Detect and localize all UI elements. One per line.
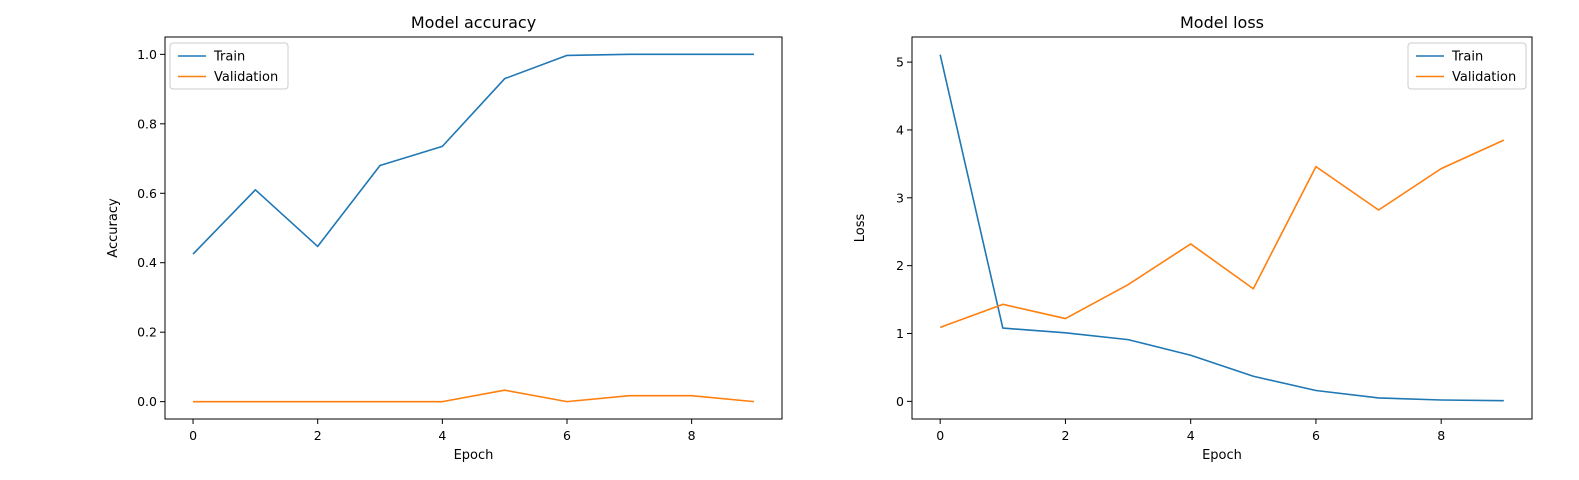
legend: Train Validation (169, 42, 289, 90)
axes-frame (164, 36, 783, 420)
x-tick-label: 6 (1312, 428, 1320, 443)
legend-label-validation: Validation (1452, 70, 1516, 85)
y-tick-label: 1.0 (137, 47, 157, 62)
x-axis-label: Epoch (1202, 448, 1242, 463)
chart-1: 0 2 4 6 8 0 1 2 3 4 5 Model loss Epoch Loss Train Valid… (853, 13, 1533, 463)
chart-title: Model accuracy (411, 13, 536, 32)
y-axis-label: Accuracy (106, 198, 121, 258)
series-line-validation (193, 389, 755, 403)
x-axis-label: Epoch (454, 448, 494, 463)
legend-label-validation: Validation (214, 70, 278, 85)
legend-label-train: Train (1451, 50, 1483, 65)
x-tick-label: 4 (438, 428, 446, 443)
series-line-train (939, 54, 1504, 402)
x-tick-label: 8 (1437, 428, 1445, 443)
legend-box (1407, 42, 1527, 90)
series-line-validation (939, 139, 1505, 329)
y-tick-label: 1 (896, 326, 904, 341)
legend: Train Validation (1407, 42, 1527, 90)
x-tick-label: 0 (189, 428, 197, 443)
y-tick-label: 5 (896, 55, 904, 70)
y-axis-label: Loss (853, 214, 868, 243)
x-tick-label: 6 (563, 428, 571, 443)
chart-title: Model loss (1180, 13, 1264, 32)
y-tick-label: 0.6 (137, 186, 157, 201)
series-line-train (192, 53, 754, 255)
y-tick-label: 0 (896, 394, 904, 409)
y-tick-label: 0.2 (137, 325, 157, 340)
x-tick-label: 8 (688, 428, 696, 443)
legend-label-train: Train (213, 50, 245, 65)
y-tick-label: 0.8 (137, 116, 157, 131)
chart-0: 0 2 4 6 8 0.0 0.2 0.4 0.6 0.8 1.0 Model accuracy Epo… (106, 13, 783, 463)
y-tick-label: 0.0 (137, 394, 157, 409)
x-tick-label: 0 (936, 428, 944, 443)
y-tick-label: 3 (896, 190, 904, 205)
x-tick-label: 2 (314, 428, 322, 443)
x-tick-label: 2 (1061, 428, 1069, 443)
y-tick-label: 2 (896, 258, 904, 273)
axes-frame (911, 36, 1533, 420)
y-tick-label: 0.4 (137, 255, 157, 270)
y-tick-label: 4 (896, 122, 904, 137)
x-tick-label: 4 (1187, 428, 1195, 443)
legend-box (169, 42, 289, 90)
